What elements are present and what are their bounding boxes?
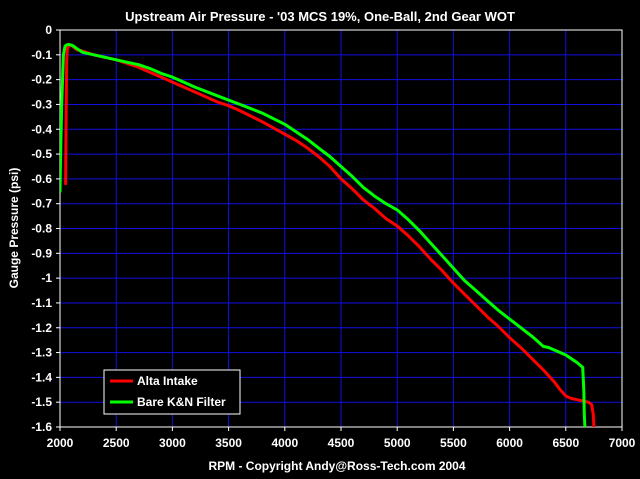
y-tick-label: -0.5 [31,147,52,161]
x-tick-label: 6000 [496,436,523,450]
x-tick-label: 5500 [440,436,467,450]
legend-label-alta-intake: Alta Intake [137,374,198,388]
y-tick-label: -1.2 [31,321,52,335]
y-tick-label: -1.6 [31,420,52,434]
x-tick-label: 2000 [47,436,74,450]
y-tick-label: -0.6 [31,172,52,186]
x-axis-label: RPM - Copyright Andy@Ross-Tech.com 2004 [208,459,465,473]
y-axis-ticks: 0 -0.1 -0.2 -0.3 -0.4 -0.5 -0.6 -0.7 -0.8 -0.9 -1 -… [31,23,60,434]
x-tick-label: 4500 [328,436,355,450]
x-tick-label: 3500 [215,436,242,450]
y-tick-label: -0.8 [31,222,52,236]
legend-box [103,369,241,415]
y-tick-label: -0.3 [31,97,52,111]
y-tick-label: -0.2 [31,73,52,87]
y-axis-label: Gauge Pressure (psi) [7,168,21,289]
legend-label-bare-kn-filter: Bare K&N Filter [137,395,226,409]
chart-title: Upstream Air Pressure - '03 MCS 19%, One… [125,9,515,24]
x-axis-ticks: 2000 2500 3000 3500 4000 4500 5000 5500 6000 6500… [47,427,636,450]
legend: Alta Intake Bare K&N Filter [103,369,241,415]
x-tick-label: 5000 [384,436,411,450]
x-tick-label: 6500 [552,436,579,450]
x-tick-label: 4000 [271,436,298,450]
y-tick-label: -1.5 [31,395,52,409]
y-tick-label: 0 [45,23,52,37]
y-tick-label: -1.1 [31,296,52,310]
y-tick-label: -0.9 [31,246,52,260]
y-tick-label: -0.4 [31,122,52,136]
series-line-bare-k-n-filter [60,42,587,427]
y-tick-label: -1.3 [31,346,52,360]
series-group [60,42,596,427]
x-tick-label: 7000 [609,436,636,450]
x-tick-label: 2500 [103,436,130,450]
y-tick-label: -0.7 [31,197,52,211]
y-tick-label: -0.1 [31,48,52,62]
y-tick-label: -1.4 [31,370,52,384]
y-tick-label: -1 [41,271,52,285]
x-tick-label: 3000 [159,436,186,450]
